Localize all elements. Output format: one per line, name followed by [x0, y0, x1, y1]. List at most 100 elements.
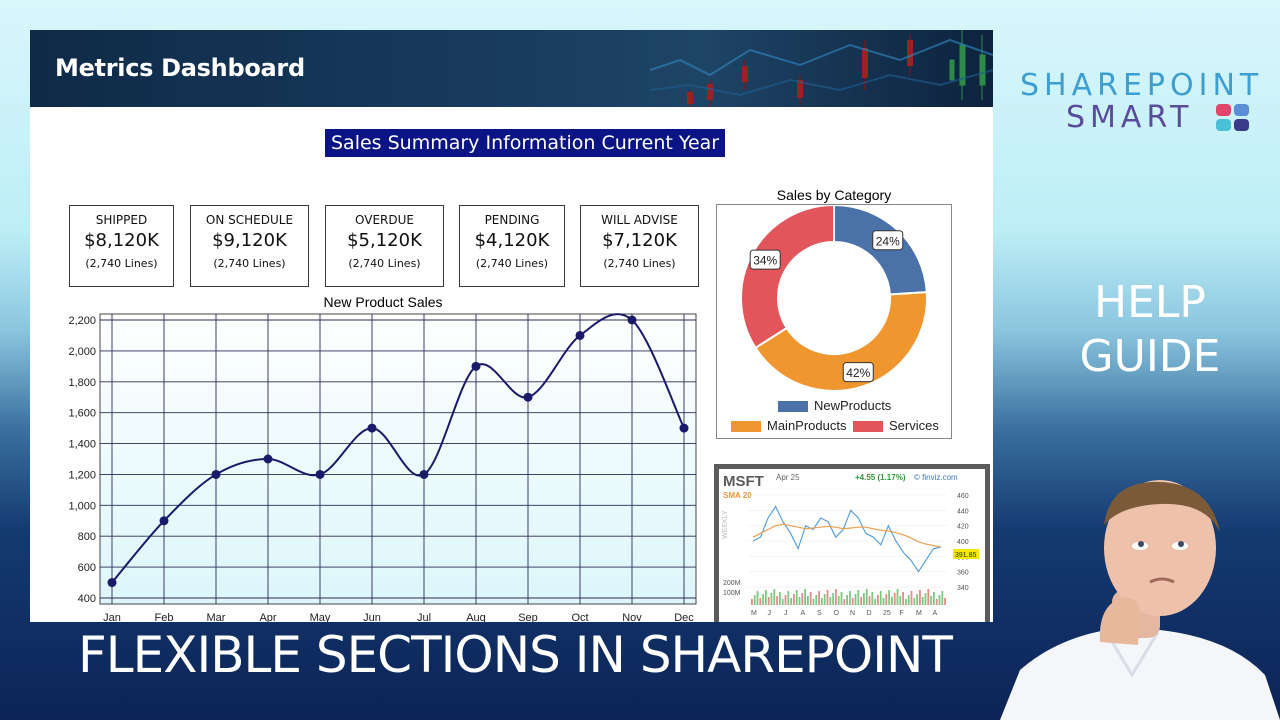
banner-title: Metrics Dashboard	[55, 54, 305, 82]
stock-weekly-label: WEEKLY	[722, 510, 729, 539]
volume-bar	[767, 597, 770, 605]
stock-price-tick: 360	[957, 570, 969, 577]
volume-bar	[826, 590, 829, 605]
volume-bar	[916, 594, 918, 605]
legend-label: MainProducts	[767, 418, 847, 433]
legend-label: NewProducts	[814, 398, 892, 413]
volume-bar	[851, 598, 854, 605]
stock-month-tick: M	[751, 610, 757, 617]
kpi-label: WILL ADVISE	[601, 213, 678, 227]
logo-text-sharepoint: SHAREPOINT	[1020, 68, 1264, 103]
x-tick-label: Dec	[674, 612, 694, 622]
kpi-label: ON SCHEDULE	[205, 213, 294, 227]
data-point[interactable]	[107, 578, 117, 588]
volume-bar	[823, 594, 826, 605]
video-title: FLEXIBLE SECTIONS IN SHAREPOINT	[78, 626, 953, 684]
stock-sma-line	[752, 523, 942, 548]
stock-symbol: MSFT	[723, 473, 764, 490]
x-tick-label: Jun	[363, 612, 381, 622]
donut-slice[interactable]	[740, 205, 835, 350]
volume-bar	[779, 592, 781, 605]
kpi-value: $4,120K	[474, 230, 550, 251]
y-tick-label: 1,400	[68, 439, 96, 451]
kpi-card-will-advise: WILL ADVISE $7,120K (2,740 Lines)	[580, 205, 699, 287]
volume-bar	[933, 592, 935, 605]
volume-bar	[843, 599, 846, 605]
volume-bar	[879, 591, 882, 605]
volume-bar	[770, 593, 773, 605]
volume-bar	[893, 593, 896, 605]
stock-price-badge	[953, 549, 979, 559]
data-point[interactable]	[419, 469, 429, 479]
legend-label: Services	[889, 418, 939, 433]
volume-bar	[907, 595, 910, 605]
data-point[interactable]	[159, 516, 169, 526]
kpi-label: SHIPPED	[95, 213, 148, 227]
volume-bar	[846, 595, 848, 605]
y-tick-label: 1,200	[68, 469, 96, 481]
volume-bar	[759, 598, 762, 605]
volume-bar	[930, 596, 932, 605]
volume-bar	[801, 593, 804, 605]
data-point[interactable]	[367, 423, 377, 433]
stock-month-tick: F	[900, 610, 904, 617]
volume-bar	[765, 590, 767, 605]
volume-bar	[899, 596, 902, 605]
stock-month-tick: 25	[883, 610, 891, 617]
volume-bar	[938, 595, 941, 605]
volume-bar	[854, 594, 857, 605]
data-point[interactable]	[575, 330, 585, 340]
volume-bar	[795, 590, 798, 605]
kpi-card-on-schedule: ON SCHEDULE $9,120K (2,740 Lines)	[190, 205, 309, 287]
data-point[interactable]	[523, 392, 533, 402]
volume-bar	[896, 589, 899, 605]
data-point[interactable]	[315, 469, 325, 479]
stock-widget[interactable]: 460440420400380360340391.85200M100MMJJAS…	[714, 464, 990, 622]
volume-bar	[888, 590, 890, 605]
stock-chart-svg: 460440420400380360340391.85200M100MMJJAS…	[723, 493, 979, 617]
volume-bar	[935, 599, 938, 605]
kpi-lines: (2,740 Lines)	[348, 257, 421, 270]
y-tick-label: 800	[78, 531, 96, 543]
x-tick-label: Sep	[518, 612, 538, 622]
kpi-lines: (2,740 Lines)	[475, 257, 549, 270]
stock-month-tick: D	[867, 610, 872, 617]
stock-month-tick: J	[784, 610, 788, 617]
stock-source-link[interactable]: © finviz.com	[914, 473, 958, 482]
data-point[interactable]	[211, 469, 221, 479]
y-tick-label: 2,000	[68, 346, 96, 358]
volume-bar	[902, 592, 904, 605]
volume-bar	[818, 591, 820, 605]
data-point[interactable]	[627, 315, 637, 325]
volume-bar	[790, 598, 792, 605]
legend-item-newproducts: NewProducts	[778, 398, 891, 413]
volume-bar	[924, 593, 927, 605]
data-point[interactable]	[263, 454, 273, 464]
kpi-value: $7,120K	[602, 230, 677, 251]
stock-price-tick: 420	[957, 524, 969, 531]
volume-bar	[857, 590, 860, 605]
volume-bar	[891, 597, 893, 605]
slice-label-box	[872, 230, 904, 251]
new-product-sales-chart: 400 600 800 1,000 1,200 1,400 1,600 1,800 2,000 2…	[68, 313, 697, 622]
stock-volume-tick: 200M	[723, 580, 741, 587]
stock-month-tick: S	[817, 610, 822, 617]
slice-label-box	[842, 362, 874, 383]
data-point[interactable]	[471, 361, 481, 371]
stock-price-tick: 340	[957, 585, 969, 592]
volume-bar	[905, 599, 907, 605]
volume-bar	[815, 595, 818, 605]
data-point[interactable]	[679, 423, 689, 433]
volume-bar	[793, 594, 795, 605]
kpi-value: $9,120K	[212, 230, 287, 251]
help-guide-text: HELP GUIDE	[1040, 276, 1260, 384]
stock-month-tick: O	[834, 610, 840, 617]
help-guide-line1: HELP	[1094, 277, 1206, 328]
stock-candles-decoration	[650, 30, 993, 107]
donut-slice[interactable]	[754, 291, 928, 392]
x-tick-label: Nov	[622, 612, 642, 622]
volume-bar	[784, 595, 787, 605]
volume-bar	[871, 592, 874, 605]
volume-bar	[821, 598, 823, 605]
volume-bar	[809, 592, 812, 605]
